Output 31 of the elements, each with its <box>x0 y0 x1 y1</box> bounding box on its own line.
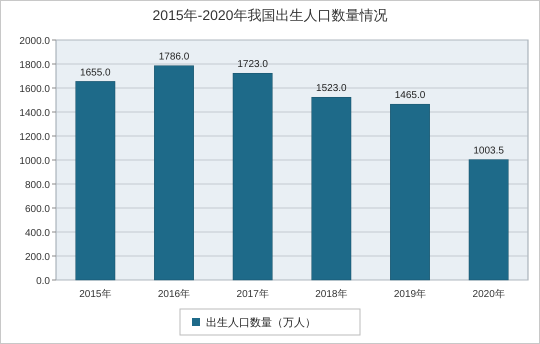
x-tick-label: 2017年 <box>236 288 269 300</box>
y-tick-label: 400.0 <box>24 228 50 239</box>
x-tick-label: 2019年 <box>394 288 426 300</box>
y-tick-label: 1200.0 <box>19 132 50 143</box>
bar <box>468 159 509 280</box>
data-label: 1003.5 <box>473 146 504 157</box>
data-label: 1523.0 <box>316 83 348 94</box>
y-tick-label: 1000.0 <box>19 156 50 167</box>
bar <box>311 96 352 280</box>
chart-title: 2015年-2020年我国出生人口数量情况 <box>152 7 388 23</box>
y-tick-label: 200.0 <box>24 252 50 263</box>
legend-label: 出生人口数量（万人） <box>206 316 316 329</box>
data-label: 1465.0 <box>394 90 426 102</box>
x-tick-label: 2015年 <box>79 288 112 300</box>
y-tick-label: 0.0 <box>36 276 50 287</box>
y-tick-label: 800.0 <box>24 180 50 191</box>
y-tick-label: 2000.0 <box>19 36 50 47</box>
data-label: 1723.0 <box>237 59 268 70</box>
bar <box>154 65 194 280</box>
bar <box>390 104 430 280</box>
x-tick-label: 2018年 <box>315 288 348 300</box>
data-label: 1655.0 <box>80 67 112 78</box>
data-label: 1786.0 <box>158 52 190 63</box>
y-tick-label: 1400.0 <box>19 108 50 119</box>
x-tick-label: 2020年 <box>472 288 505 300</box>
x-tick-label: 2016年 <box>158 288 190 300</box>
bar <box>75 81 116 280</box>
y-tick-label: 600.0 <box>24 204 50 215</box>
y-tick-label: 1800.0 <box>19 60 50 71</box>
y-tick-label: 1600.0 <box>19 84 50 95</box>
bar <box>232 72 273 280</box>
